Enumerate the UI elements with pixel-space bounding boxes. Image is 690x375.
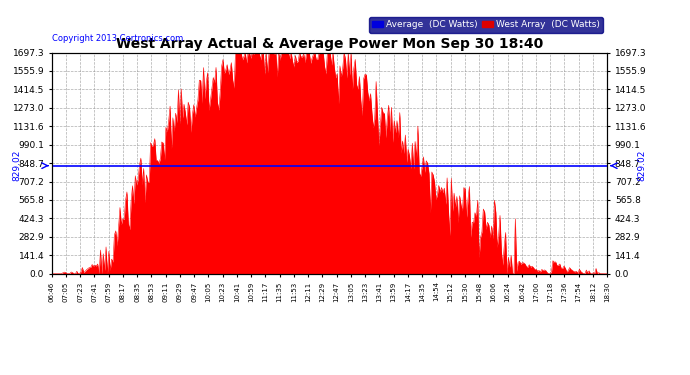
Title: West Array Actual & Average Power Mon Sep 30 18:40: West Array Actual & Average Power Mon Se…: [116, 38, 543, 51]
Text: Copyright 2013 Certronics.com: Copyright 2013 Certronics.com: [52, 34, 183, 43]
Legend: Average  (DC Watts), West Array  (DC Watts): Average (DC Watts), West Array (DC Watts…: [369, 17, 602, 33]
Text: 829.02: 829.02: [638, 150, 647, 182]
Text: 829.02: 829.02: [12, 150, 21, 182]
